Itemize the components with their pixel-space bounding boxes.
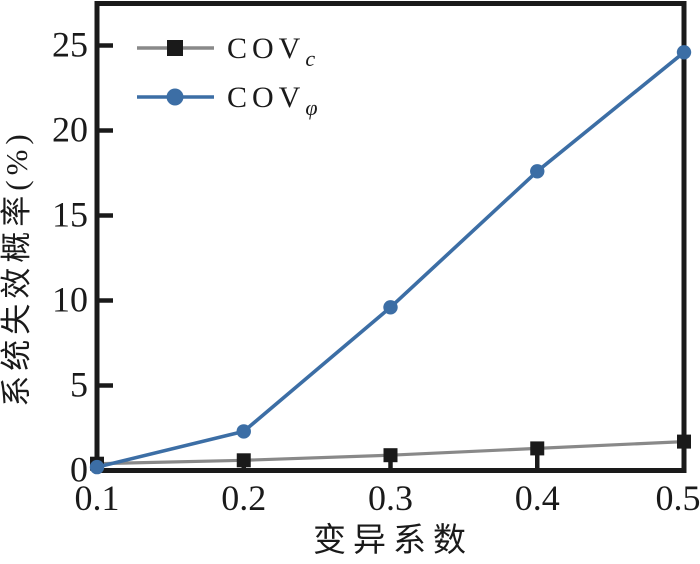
y-axis-title: 系统失效概率(%): [0, 129, 34, 406]
x-tick-label: 0.1: [75, 478, 120, 518]
data-point-COV_phi: [236, 424, 251, 439]
y-tick-label: 10: [52, 280, 88, 320]
y-tick-label: 25: [52, 25, 88, 65]
plot-frame: [94, 1, 687, 473]
data-point-COV_c: [383, 448, 398, 463]
data-series: [89, 45, 692, 475]
series-line-COV_phi: [96, 50, 686, 469]
data-point-COV_c: [236, 453, 251, 468]
data-point-COV_phi: [89, 459, 105, 475]
data-point-COV_c: [530, 441, 545, 456]
x-axis-title: 变异系数: [313, 522, 473, 559]
y-tick-label: 15: [52, 195, 88, 235]
legend-marker-COV_phi: [166, 88, 184, 106]
legend-label-COV_phi: COVφ: [227, 81, 318, 120]
data-point-COV_phi: [676, 45, 692, 60]
data-point-COV_phi: [383, 300, 398, 315]
legend-label-COV_c: COVc: [227, 32, 315, 71]
y-axis-ticks: 0 5 10 15 20 25: [52, 25, 113, 490]
x-tick-label: 0.4: [515, 478, 560, 518]
data-point-COV_phi: [530, 164, 545, 179]
y-tick-label: 0: [70, 450, 88, 490]
y-tick-label: 20: [52, 110, 88, 150]
y-tick-label: 5: [70, 365, 88, 405]
x-tick-label: 0.3: [368, 478, 413, 518]
data-point-COV_c: [677, 434, 691, 449]
legend: COVc COVφ: [137, 32, 318, 120]
x-tick-label: 0.5: [656, 478, 700, 518]
x-tick-label: 0.2: [221, 478, 266, 518]
legend-marker-COV_c: [167, 40, 183, 56]
